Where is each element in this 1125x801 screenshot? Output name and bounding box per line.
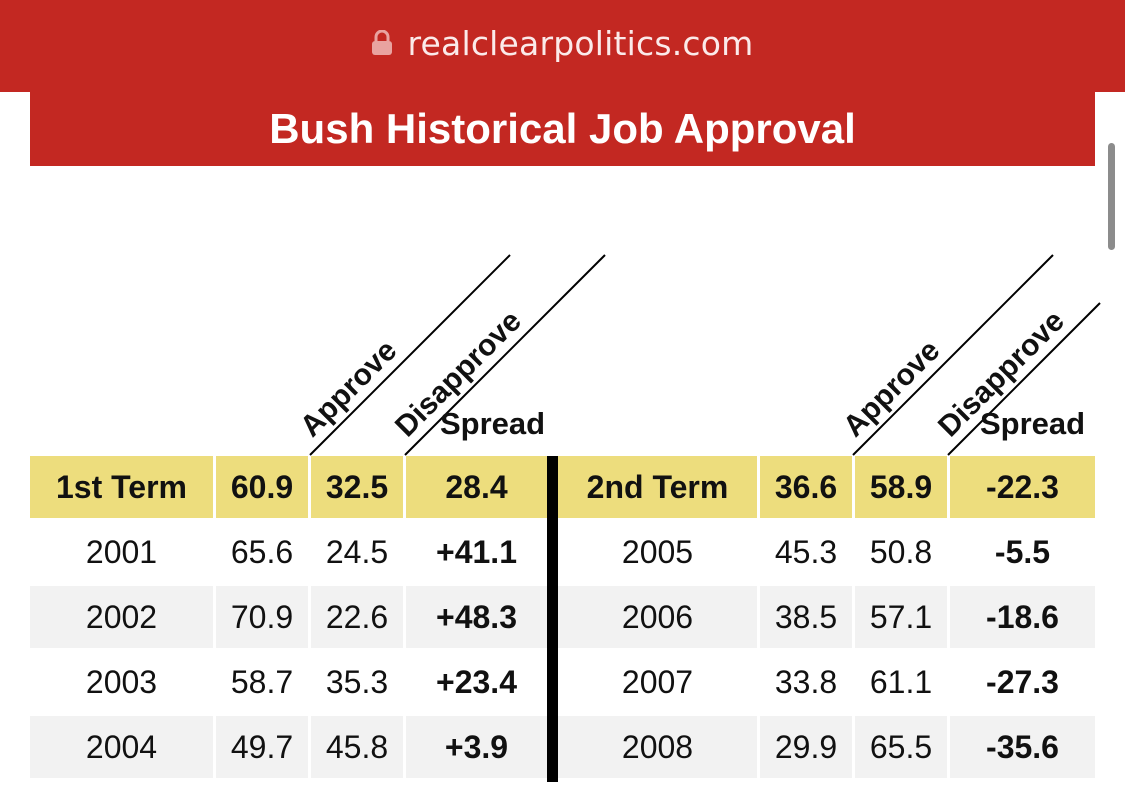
year-right-spread-cell: -18.6 <box>950 586 1095 648</box>
year-right-spread-cell: -5.5 <box>950 521 1095 583</box>
header-spread-right: Spread <box>980 406 1086 441</box>
year-left-spread-cell: +3.9 <box>406 716 547 778</box>
year-right-approve-cell: 33.8 <box>760 651 852 713</box>
term-divider <box>547 456 558 782</box>
year-right-year-cell: 2006 <box>558 586 757 648</box>
lock-icon <box>372 30 393 55</box>
year-left-spread-cell: +41.1 <box>406 521 547 583</box>
year-left-disapprove-cell: 22.6 <box>311 586 403 648</box>
url-text[interactable]: realclearpolitics.com <box>407 23 754 63</box>
browser-address-bar[interactable]: realclearpolitics.com <box>0 0 1125 92</box>
year-right-approve-cell: 29.9 <box>760 716 852 778</box>
term-right-approve-cell: 36.6 <box>760 456 852 518</box>
header-diagonal-lines <box>309 254 1101 456</box>
year-left-spread-cell: +48.3 <box>406 586 547 648</box>
year-left-disapprove-cell: 45.8 <box>311 716 403 778</box>
scrollbar-thumb[interactable] <box>1108 143 1115 250</box>
year-left-year-cell: 2001 <box>30 521 213 583</box>
year-right-year-cell: 2008 <box>558 716 757 778</box>
year-left-year-cell: 2002 <box>30 586 213 648</box>
year-right-disapprove-cell: 57.1 <box>855 586 947 648</box>
page-title: Bush Historical Job Approval <box>30 92 1095 166</box>
header-spread-left: Spread <box>440 406 546 441</box>
year-left-approve-cell: 65.6 <box>216 521 308 583</box>
term-left-spread-cell: 28.4 <box>406 456 547 518</box>
year-right-approve-cell: 38.5 <box>760 586 852 648</box>
term-right-label-cell: 2nd Term <box>558 456 757 518</box>
year-right-disapprove-cell: 65.5 <box>855 716 947 778</box>
term-right-disapprove-cell: 58.9 <box>855 456 947 518</box>
term-left-label-cell: 1st Term <box>30 456 213 518</box>
year-left-spread-cell: +23.4 <box>406 651 547 713</box>
year-left-approve-cell: 58.7 <box>216 651 308 713</box>
year-left-disapprove-cell: 24.5 <box>311 521 403 583</box>
year-left-disapprove-cell: 35.3 <box>311 651 403 713</box>
address-bar-content: realclearpolitics.com <box>371 24 753 63</box>
year-left-approve-cell: 49.7 <box>216 716 308 778</box>
year-right-disapprove-cell: 50.8 <box>855 521 947 583</box>
year-left-year-cell: 2003 <box>30 651 213 713</box>
year-right-spread-cell: -35.6 <box>950 716 1095 778</box>
year-right-year-cell: 2005 <box>558 521 757 583</box>
year-right-disapprove-cell: 61.1 <box>855 651 947 713</box>
year-right-year-cell: 2007 <box>558 651 757 713</box>
term-left-approve-cell: 60.9 <box>216 456 308 518</box>
year-right-approve-cell: 45.3 <box>760 521 852 583</box>
term-right-spread-cell: -22.3 <box>950 456 1095 518</box>
year-left-approve-cell: 70.9 <box>216 586 308 648</box>
year-left-year-cell: 2004 <box>30 716 213 778</box>
year-right-spread-cell: -27.3 <box>950 651 1095 713</box>
term-left-disapprove-cell: 32.5 <box>311 456 403 518</box>
